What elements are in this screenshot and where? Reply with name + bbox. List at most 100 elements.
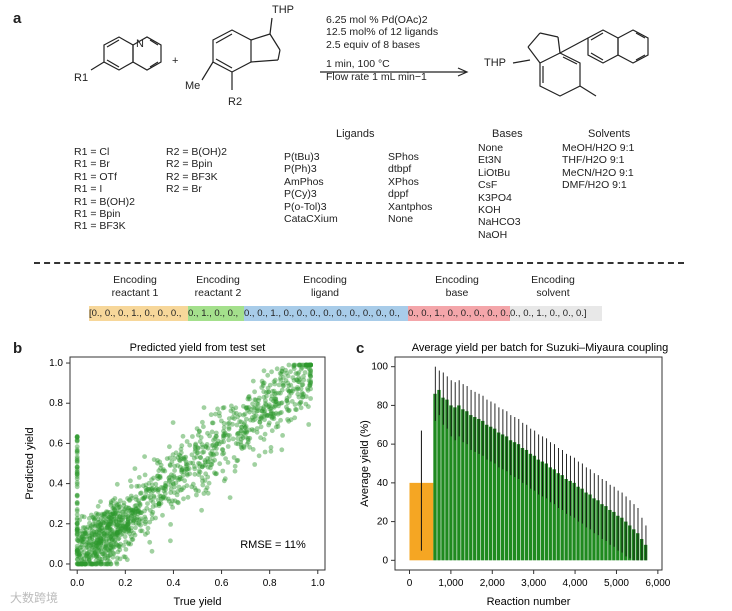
data-point xyxy=(142,495,148,500)
data-point xyxy=(250,447,256,452)
data-point xyxy=(79,538,84,543)
data-point xyxy=(125,517,131,522)
data-point xyxy=(272,396,277,402)
data-point xyxy=(269,369,274,375)
data-point xyxy=(272,381,278,387)
data-point xyxy=(178,487,184,493)
data-point xyxy=(153,503,159,508)
data-point xyxy=(145,530,151,536)
batch-bar xyxy=(453,407,457,561)
data-point xyxy=(139,510,144,515)
data-point xyxy=(74,517,80,523)
data-point xyxy=(114,560,119,565)
data-point xyxy=(306,362,312,368)
base: None xyxy=(478,142,504,154)
data-point xyxy=(100,519,105,525)
data-point xyxy=(110,511,116,516)
data-point xyxy=(101,513,107,518)
data-point xyxy=(93,541,99,546)
batch-bar xyxy=(524,449,529,561)
data-point xyxy=(122,554,128,560)
ligands-column-1: P(tBu)3 P(Ph)3 AmPhos P(Cy)3 P(o-Tol)3 C… xyxy=(284,151,338,225)
data-point xyxy=(93,561,99,567)
data-point xyxy=(295,385,300,390)
data-point xyxy=(161,494,166,500)
data-point xyxy=(126,497,132,503)
data-point xyxy=(245,407,250,413)
data-point xyxy=(92,549,98,555)
data-point xyxy=(227,495,233,500)
data-point xyxy=(95,541,101,547)
data-point xyxy=(122,526,128,531)
data-point xyxy=(259,408,265,414)
data-point xyxy=(241,431,246,436)
data-point xyxy=(241,444,247,449)
data-point xyxy=(157,459,163,465)
bases-title: Bases xyxy=(492,128,523,140)
data-point xyxy=(102,511,108,517)
data-point xyxy=(134,515,140,520)
data-point xyxy=(178,450,184,456)
data-point xyxy=(172,463,178,469)
data-point xyxy=(223,456,229,461)
y-tick-label: 100 xyxy=(371,362,388,373)
data-point xyxy=(90,542,96,547)
data-point xyxy=(84,541,90,546)
data-point xyxy=(142,454,148,459)
data-point xyxy=(209,462,215,467)
data-point xyxy=(119,509,125,515)
data-point xyxy=(308,396,313,401)
data-point xyxy=(94,537,100,542)
data-point xyxy=(88,523,94,529)
data-point xyxy=(123,547,129,552)
data-point xyxy=(127,498,132,503)
data-point xyxy=(258,416,264,421)
data-point xyxy=(80,561,86,567)
data-point xyxy=(75,557,80,562)
data-point xyxy=(212,445,217,451)
data-point xyxy=(308,362,313,368)
data-point xyxy=(286,407,292,413)
data-point xyxy=(110,506,116,511)
data-point xyxy=(91,539,97,544)
data-point xyxy=(235,457,241,463)
data-point xyxy=(290,388,295,394)
data-point xyxy=(86,531,92,536)
data-point xyxy=(114,561,120,567)
base: K3PO4 xyxy=(478,191,512,204)
data-point xyxy=(278,377,284,383)
data-point xyxy=(74,531,80,537)
data-point xyxy=(260,380,266,386)
data-point xyxy=(126,524,131,530)
data-point xyxy=(110,497,116,503)
x-axis-label: Reaction number xyxy=(487,596,571,608)
data-point xyxy=(269,410,274,416)
data-point xyxy=(295,386,301,392)
data-point xyxy=(125,517,131,523)
data-point xyxy=(303,362,309,368)
data-point xyxy=(162,491,168,496)
data-point xyxy=(265,372,271,378)
data-point xyxy=(263,402,269,408)
data-point xyxy=(92,518,97,523)
data-point xyxy=(106,514,112,520)
data-point xyxy=(243,434,249,440)
data-point xyxy=(114,532,120,538)
data-point xyxy=(242,428,248,434)
data-point xyxy=(214,441,220,447)
data-point xyxy=(133,494,139,500)
data-point xyxy=(306,422,312,427)
data-point xyxy=(98,561,104,567)
data-point xyxy=(226,426,232,432)
data-point xyxy=(238,439,244,445)
x-tick-label: 0 xyxy=(407,578,413,589)
data-point xyxy=(79,538,85,544)
data-point xyxy=(110,511,116,516)
data-point xyxy=(284,370,289,376)
data-point xyxy=(115,527,120,533)
data-point xyxy=(136,500,142,506)
data-point xyxy=(247,444,253,450)
data-point xyxy=(214,471,219,477)
data-point xyxy=(96,549,102,555)
batch-bar xyxy=(500,434,505,561)
